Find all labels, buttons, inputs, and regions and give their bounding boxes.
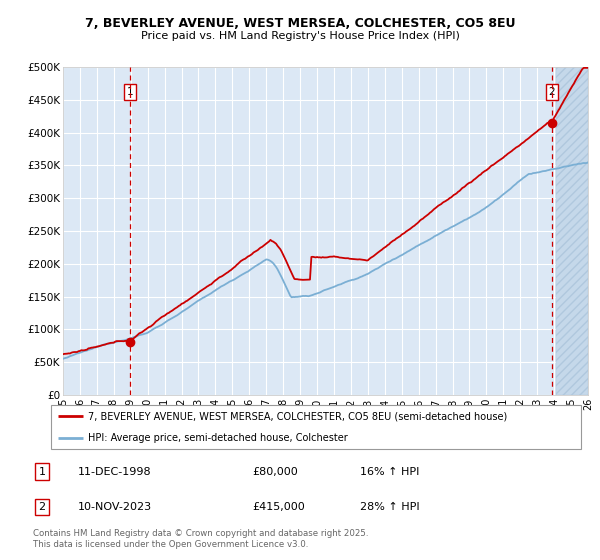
- Text: 2: 2: [38, 502, 46, 512]
- Text: £80,000: £80,000: [252, 466, 298, 477]
- Text: 28% ↑ HPI: 28% ↑ HPI: [360, 502, 419, 512]
- Text: 7, BEVERLEY AVENUE, WEST MERSEA, COLCHESTER, CO5 8EU (semi-detached house): 7, BEVERLEY AVENUE, WEST MERSEA, COLCHES…: [88, 411, 508, 421]
- Text: 1: 1: [127, 87, 133, 97]
- Text: 2: 2: [548, 87, 555, 97]
- Text: 11-DEC-1998: 11-DEC-1998: [78, 466, 152, 477]
- FancyBboxPatch shape: [50, 405, 581, 449]
- Polygon shape: [556, 67, 588, 395]
- Text: 16% ↑ HPI: 16% ↑ HPI: [360, 466, 419, 477]
- Text: 7, BEVERLEY AVENUE, WEST MERSEA, COLCHESTER, CO5 8EU: 7, BEVERLEY AVENUE, WEST MERSEA, COLCHES…: [85, 17, 515, 30]
- Text: Price paid vs. HM Land Registry's House Price Index (HPI): Price paid vs. HM Land Registry's House …: [140, 31, 460, 41]
- Text: 10-NOV-2023: 10-NOV-2023: [78, 502, 152, 512]
- Text: 1: 1: [38, 466, 46, 477]
- Text: Contains HM Land Registry data © Crown copyright and database right 2025.
This d: Contains HM Land Registry data © Crown c…: [33, 529, 368, 549]
- Text: HPI: Average price, semi-detached house, Colchester: HPI: Average price, semi-detached house,…: [88, 433, 348, 443]
- Text: £415,000: £415,000: [252, 502, 305, 512]
